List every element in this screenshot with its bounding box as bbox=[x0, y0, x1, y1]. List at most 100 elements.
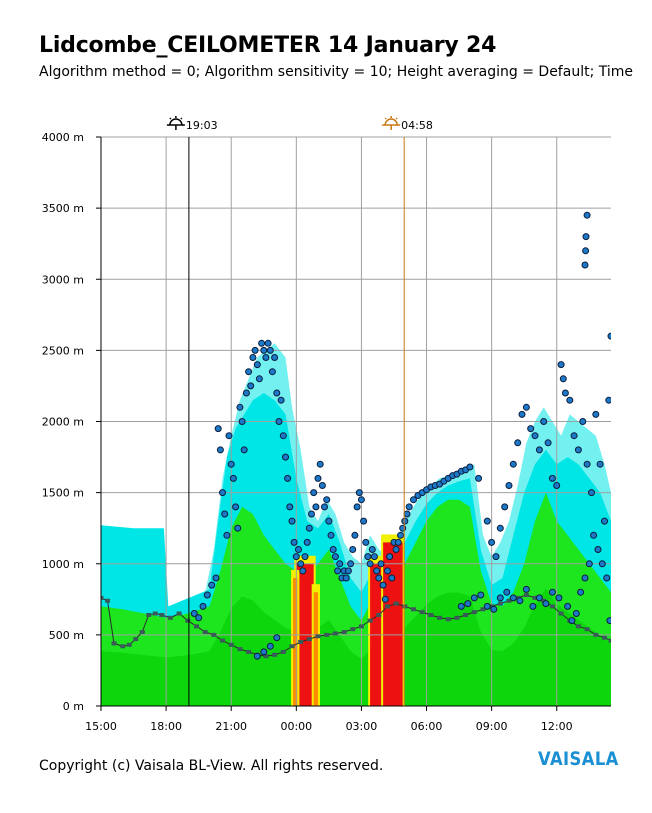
backscatter-zone bbox=[293, 577, 298, 706]
mixing-layer-point bbox=[454, 615, 460, 620]
cloud-base-point bbox=[273, 389, 281, 397]
mixing-layer-point bbox=[152, 611, 158, 616]
cloud-base-point bbox=[464, 600, 472, 608]
cloud-base-point bbox=[490, 605, 498, 613]
mixing-layer-point bbox=[111, 641, 117, 646]
mixing-layer-point bbox=[220, 638, 226, 643]
mixing-layer-point bbox=[126, 642, 132, 647]
mixing-layer-point bbox=[211, 632, 217, 637]
cloud-base-point bbox=[529, 602, 537, 610]
cloud-base-point bbox=[370, 553, 378, 561]
cloud-base-point bbox=[225, 432, 233, 440]
cloud-base-point bbox=[574, 446, 582, 454]
cloud-base-point bbox=[590, 531, 598, 539]
cloud-base-point bbox=[266, 346, 274, 354]
cloud-base-point bbox=[288, 517, 296, 525]
cloud-base-point bbox=[249, 354, 257, 361]
cloud-base-point bbox=[260, 346, 268, 354]
cloud-base-point bbox=[522, 585, 530, 593]
cloud-base-point bbox=[331, 553, 339, 561]
cloud-base-point bbox=[598, 560, 606, 568]
cloud-base-point bbox=[518, 410, 526, 418]
cloud-base-point bbox=[284, 474, 292, 482]
cloud-base-point bbox=[301, 553, 309, 561]
sun-ray bbox=[384, 117, 387, 120]
cloud-base-point bbox=[540, 418, 548, 425]
y-tick-label: 2500 m bbox=[42, 344, 84, 357]
cloud-base-point bbox=[262, 354, 270, 361]
cloud-base-point bbox=[199, 602, 207, 610]
mixing-layer-point bbox=[601, 635, 607, 640]
y-tick-label: 3000 m bbox=[42, 273, 84, 286]
cloud-base-point bbox=[271, 354, 279, 361]
sun-ray bbox=[180, 117, 183, 120]
cloud-base-point bbox=[394, 538, 402, 546]
cloud-base-point bbox=[388, 574, 396, 582]
mixing-layer-point bbox=[101, 595, 104, 600]
cloud-base-point bbox=[364, 553, 372, 561]
cloud-base-point bbox=[605, 396, 611, 404]
mixing-layer-point bbox=[376, 612, 382, 617]
cloud-base-point bbox=[548, 588, 556, 596]
cloud-base-point bbox=[366, 560, 374, 568]
cloud-base-point bbox=[568, 617, 576, 625]
cloud-base-point bbox=[475, 474, 483, 482]
mixing-layer-point bbox=[298, 639, 304, 644]
cloud-base-point bbox=[564, 602, 572, 610]
cloud-base-point bbox=[316, 460, 324, 468]
cloud-base-point bbox=[247, 382, 255, 390]
cloud-base-point bbox=[514, 439, 522, 447]
mixing-layer-point bbox=[341, 630, 347, 635]
mixing-layer-point bbox=[263, 654, 269, 659]
cloud-base-point bbox=[327, 531, 335, 539]
mixing-layer-point bbox=[193, 624, 199, 629]
mixing-layer-point bbox=[159, 612, 165, 617]
cloud-base-point bbox=[377, 560, 385, 568]
cloud-base-point bbox=[410, 496, 417, 504]
cloud-base-point bbox=[457, 602, 465, 610]
boundary-layer-dense bbox=[101, 588, 611, 706]
mixing-layer-point bbox=[608, 638, 611, 643]
mixing-layer-point bbox=[358, 624, 364, 629]
cloud-base-point bbox=[312, 503, 320, 511]
cloud-base-point bbox=[483, 602, 491, 610]
cloud-base-point bbox=[349, 546, 357, 553]
mixing-layer-point bbox=[280, 649, 286, 654]
cloud-base-point bbox=[559, 375, 567, 383]
cloud-base-point bbox=[496, 524, 504, 532]
mixing-layer-point bbox=[367, 618, 373, 623]
axes: 0 m 500 m 1000 m 1500 m 2000 m 2500 m 3000 m 35… bbox=[42, 131, 611, 733]
cloud-base-point bbox=[470, 594, 478, 602]
cloud-base-point bbox=[509, 594, 517, 602]
cloud-base-point bbox=[583, 211, 591, 219]
cloud-base-point bbox=[522, 403, 530, 411]
mixing-layer-point bbox=[146, 612, 152, 617]
cloud-base-point bbox=[279, 432, 287, 440]
x-tick-label: 03:00 bbox=[346, 720, 378, 733]
cloud-base-point bbox=[240, 446, 248, 454]
cloud-base-point bbox=[561, 389, 569, 397]
x-tick-label: 18:00 bbox=[150, 720, 182, 733]
cloud-base-point bbox=[260, 648, 268, 656]
cloud-base-point bbox=[321, 503, 328, 511]
cloud-base-point bbox=[607, 332, 611, 340]
mixing-layer-point bbox=[202, 630, 208, 635]
sun-ray bbox=[169, 117, 172, 120]
cloud-base-point bbox=[216, 446, 224, 454]
cloud-base-point bbox=[386, 553, 394, 561]
cloud-base-point bbox=[397, 531, 404, 539]
mixing-layer-point bbox=[541, 598, 547, 603]
mixing-layer-point bbox=[237, 647, 243, 652]
cloud-base-point bbox=[314, 474, 322, 482]
sun-ray bbox=[395, 117, 398, 120]
cloud-base-point bbox=[266, 642, 274, 650]
copyright-text: Copyright (c) Vaisala BL-View. All right… bbox=[39, 758, 384, 774]
cloud-base-point bbox=[588, 489, 595, 497]
mixing-layer-point bbox=[515, 595, 521, 600]
backscatter-heatmap bbox=[101, 343, 611, 706]
x-tick-label: 00:00 bbox=[280, 720, 312, 733]
mixing-layer-point bbox=[523, 593, 529, 598]
chart-subtitle: Algorithm method = 0; Algorithm sensitiv… bbox=[39, 64, 633, 80]
x-tick-label: 12:00 bbox=[541, 720, 573, 733]
cloud-base-point bbox=[212, 574, 220, 582]
